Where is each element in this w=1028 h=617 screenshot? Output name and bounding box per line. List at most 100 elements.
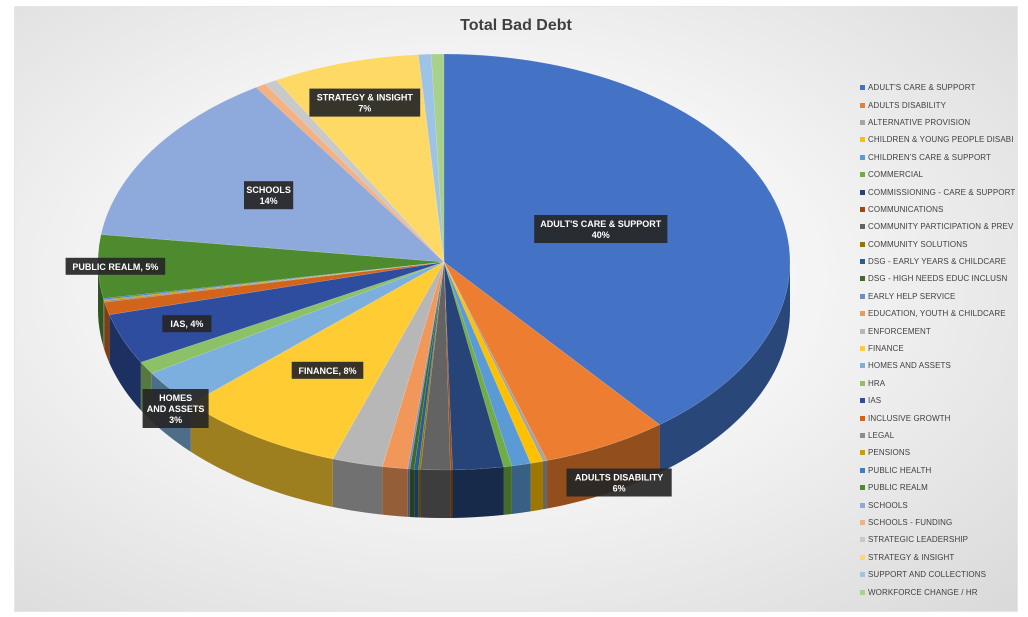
legend-item: CHILDREN & YOUNG PEOPLE DISABI bbox=[860, 131, 1028, 148]
legend-label: SUPPORT AND COLLECTIONS bbox=[868, 570, 987, 580]
legend-swatch bbox=[860, 85, 865, 91]
legend-swatch bbox=[860, 189, 865, 195]
legend-item: LEGAL bbox=[860, 427, 1028, 444]
legend-item: STRATEGY & INSIGHT bbox=[860, 549, 1028, 566]
legend-label: ADULT'S CARE & SUPPORT bbox=[868, 83, 976, 93]
legend-label: PENSIONS bbox=[868, 448, 911, 458]
legend-swatch bbox=[860, 450, 865, 456]
chart-title: Total Bad Debt bbox=[460, 17, 572, 34]
legend-item: EARLY HELP SERVICE bbox=[860, 288, 1028, 305]
data-label-text: AND ASSETS bbox=[147, 404, 205, 414]
pie-slice-21 bbox=[103, 261, 445, 302]
legend-item: CHILDREN'S CARE & SUPPORT bbox=[860, 149, 1028, 166]
legend-swatch bbox=[860, 346, 865, 352]
data-label-text: 14% bbox=[260, 196, 278, 206]
pie-slice-26 bbox=[264, 79, 445, 263]
legend-label: INCLUSIVE GROWTH bbox=[868, 413, 951, 423]
legend-label: FINANCE bbox=[868, 344, 904, 354]
legend-item: COMMERCIAL bbox=[860, 166, 1028, 183]
legend-swatch bbox=[860, 572, 865, 578]
chart-area: Total Bad Debt ADULT'S CARE & SUPPORT 40%… bbox=[14, 6, 1018, 612]
pie-slice-20 bbox=[103, 261, 445, 303]
data-label-text: ADULTS DISABILITY bbox=[575, 473, 663, 483]
pie-slice-1 bbox=[443, 261, 660, 461]
legend-label: ENFORCEMENT bbox=[868, 326, 931, 336]
data-label-text: 6% bbox=[613, 484, 626, 494]
pie-side-15 bbox=[190, 403, 333, 507]
data-label-box bbox=[309, 88, 421, 117]
legend-swatch bbox=[860, 589, 865, 595]
data-label-box bbox=[534, 215, 668, 243]
legend-item: ALTERNATIVE PROVISION bbox=[860, 114, 1028, 131]
legend-item: COMMUNITY SOLUTIONS bbox=[860, 236, 1028, 253]
legend-item: WORKFORCE CHANGE / HR bbox=[860, 583, 1028, 600]
data-label-text: 3% bbox=[169, 415, 182, 425]
pie-side-13 bbox=[382, 466, 408, 517]
legend-label: LEGAL bbox=[868, 431, 895, 440]
legend-swatch bbox=[860, 206, 865, 212]
pie-slice-7 bbox=[443, 261, 453, 471]
pie-slice-13 bbox=[382, 261, 445, 470]
legend-label: STRATEGY & INSIGHT bbox=[868, 552, 955, 562]
legend-swatch bbox=[860, 467, 865, 473]
pie-side-8 bbox=[420, 469, 451, 518]
pie-slice-22 bbox=[103, 261, 445, 300]
legend-label: COMMUNITY SOLUTIONS bbox=[868, 239, 968, 249]
legend-label: PUBLIC HEALTH bbox=[868, 465, 932, 475]
legend-item: COMMISSIONING - CARE & SUPPORT bbox=[860, 183, 1028, 200]
legend-item: SCHOOLS - FUNDING bbox=[860, 514, 1028, 531]
legend-swatch bbox=[860, 380, 865, 386]
legend-swatch bbox=[860, 328, 865, 334]
data-label-15: FINANCE, 8% bbox=[291, 361, 364, 379]
legend-item: ADULTS DISABILITY bbox=[860, 96, 1028, 113]
data-label-23: PUBLIC REALM, 5% bbox=[65, 257, 166, 275]
legend-swatch bbox=[860, 537, 865, 543]
legend-label: WORKFORCE CHANGE / HR bbox=[868, 587, 978, 597]
data-label-box bbox=[65, 257, 166, 275]
pie-slice-28 bbox=[418, 53, 445, 263]
legend-label: EDUCATION, YOUTH & CHILDCARE bbox=[868, 309, 1006, 319]
legend-item: FINANCE bbox=[860, 340, 1028, 357]
pie-slice-11 bbox=[409, 261, 445, 470]
pie-side-12 bbox=[407, 468, 410, 517]
legend-item: HRA bbox=[860, 375, 1028, 392]
data-label-text: SCHOOLS bbox=[246, 185, 291, 195]
data-label-text: FINANCE, 8% bbox=[298, 366, 356, 376]
legend-swatch bbox=[860, 137, 865, 143]
legend-item: ENFORCEMENT bbox=[860, 322, 1028, 339]
data-label-box bbox=[142, 389, 209, 428]
pie-side-3 bbox=[530, 461, 543, 512]
legend-item: COMMUNITY PARTICIPATION & PREV bbox=[860, 218, 1028, 235]
legend-item: DSG - HIGH NEEDS EDUC INCLUSN bbox=[860, 270, 1028, 287]
data-label-box bbox=[162, 315, 212, 333]
legend-label: COMMUNITY PARTICIPATION & PREV bbox=[868, 222, 1014, 232]
legend-swatch bbox=[860, 519, 865, 525]
legend-label: DSG - HIGH NEEDS EDUC INCLUSN bbox=[868, 274, 1008, 284]
legend-label: ALTERNATIVE PROVISION bbox=[868, 117, 971, 127]
legend-swatch bbox=[860, 363, 865, 369]
legend-swatch bbox=[860, 502, 865, 508]
pie-slice-2 bbox=[443, 261, 548, 462]
legend-swatch bbox=[860, 241, 865, 247]
pie-side-19 bbox=[104, 302, 110, 363]
legend-swatch bbox=[860, 398, 865, 404]
legend-label: EARLY HELP SERVICE bbox=[868, 291, 956, 301]
pie-side-14 bbox=[332, 458, 383, 515]
legend-label: CHILDREN & YOUNG PEOPLE DISABI bbox=[868, 135, 1014, 145]
data-label-box bbox=[244, 181, 294, 210]
legend-item: ADULT'S CARE & SUPPORT bbox=[860, 79, 1028, 96]
legend-label: CHILDREN'S CARE & SUPPORT bbox=[868, 152, 992, 162]
pie-slice-29 bbox=[430, 53, 445, 263]
legend-item: EDUCATION, YOUTH & CHILDCARE bbox=[860, 305, 1028, 322]
data-label-box bbox=[291, 361, 364, 379]
legend-item: PENSIONS bbox=[860, 444, 1028, 461]
data-label-text: ADULT'S CARE & SUPPORT bbox=[540, 219, 661, 229]
legend-swatch bbox=[860, 259, 865, 265]
legend-swatch bbox=[860, 154, 865, 160]
pie-side-11 bbox=[409, 468, 415, 518]
